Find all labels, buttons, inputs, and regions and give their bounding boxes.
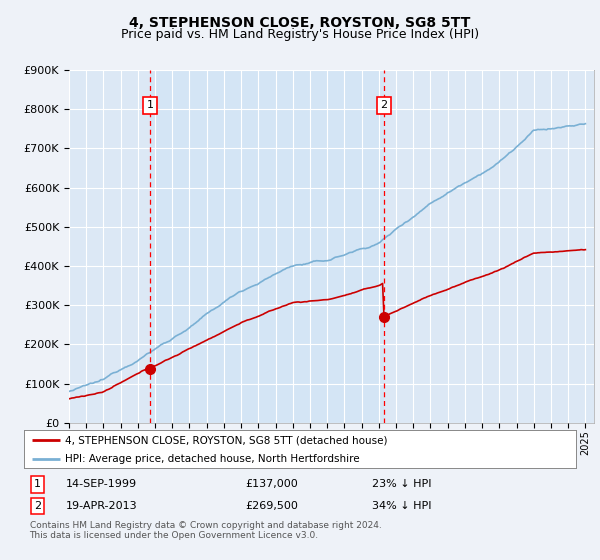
Text: 14-SEP-1999: 14-SEP-1999 (65, 479, 137, 489)
Text: 23% ↓ HPI: 23% ↓ HPI (372, 479, 431, 489)
Text: 4, STEPHENSON CLOSE, ROYSTON, SG8 5TT (detached house): 4, STEPHENSON CLOSE, ROYSTON, SG8 5TT (d… (65, 435, 388, 445)
Text: 1: 1 (146, 100, 154, 110)
Text: £137,000: £137,000 (245, 479, 298, 489)
Text: 1: 1 (34, 479, 41, 489)
Text: 34% ↓ HPI: 34% ↓ HPI (372, 501, 431, 511)
Text: 2: 2 (34, 501, 41, 511)
Text: £269,500: £269,500 (245, 501, 298, 511)
Text: 19-APR-2013: 19-APR-2013 (65, 501, 137, 511)
Text: HPI: Average price, detached house, North Hertfordshire: HPI: Average price, detached house, Nort… (65, 454, 360, 464)
Text: Price paid vs. HM Land Registry's House Price Index (HPI): Price paid vs. HM Land Registry's House … (121, 28, 479, 41)
Text: 4, STEPHENSON CLOSE, ROYSTON, SG8 5TT: 4, STEPHENSON CLOSE, ROYSTON, SG8 5TT (130, 16, 470, 30)
Bar (150, 70, 384, 423)
Text: Contains HM Land Registry data © Crown copyright and database right 2024.
This d: Contains HM Land Registry data © Crown c… (29, 521, 381, 540)
Text: 2: 2 (380, 100, 388, 110)
